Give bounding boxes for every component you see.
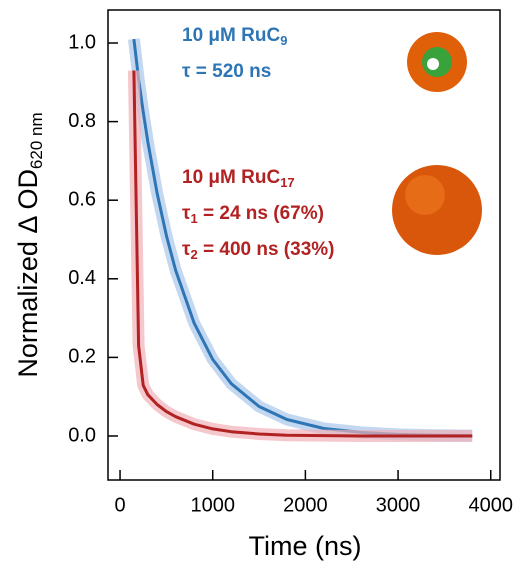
y-tick-label: 0.8 <box>68 110 96 132</box>
y-axis-title: Normalized Δ OD620 nm <box>13 112 46 377</box>
nanoparticle-small <box>407 32 467 92</box>
annotation-text: 10 μM RuC <box>182 167 280 188</box>
annotation-sub: 2 <box>190 247 197 262</box>
x-tick-label: 0 <box>114 494 125 516</box>
y-tick-label: 0.6 <box>68 188 96 210</box>
annotation: 10 μM RuC17 <box>182 167 295 190</box>
annotation: τ = 520 ns <box>182 61 271 82</box>
y-axis-title-sub: 620 nm <box>27 112 46 169</box>
plot-frame <box>107 9 501 481</box>
series-line <box>132 70 473 438</box>
annotation-sub: 1 <box>190 211 197 226</box>
y-tick-label: 0.0 <box>68 424 96 446</box>
x-tick-label: 3000 <box>376 494 421 516</box>
x-axis-title: Time (ns) <box>249 531 362 561</box>
annotation-text: 10 μM RuC <box>182 25 280 46</box>
nanoparticle-large <box>392 165 482 255</box>
annotation-text: τ = 520 ns <box>182 61 271 82</box>
annotation: τ2 = 400 ns (33%) <box>182 239 335 262</box>
annotation: 10 μM RuC9 <box>182 25 287 48</box>
x-tick-label: 1000 <box>190 494 235 516</box>
y-tick-label: 0.4 <box>68 267 96 289</box>
annotation-text: = 24 ns (67%) <box>198 203 324 224</box>
y-tick-label: 1.0 <box>68 31 96 53</box>
x-tick-label: 2000 <box>283 494 328 516</box>
annotation: τ1 = 24 ns (67%) <box>182 203 324 226</box>
annotation-text: τ <box>182 239 191 260</box>
x-tick-label: 4000 <box>468 494 513 516</box>
annotation-sub: 9 <box>280 33 287 48</box>
y-axis-title-main: Normalized Δ OD <box>13 169 43 378</box>
annotation-text: τ <box>182 203 191 224</box>
annotation-sub: 17 <box>280 175 294 190</box>
annotation-text: = 400 ns (33%) <box>198 239 335 260</box>
y-tick-label: 0.2 <box>68 346 96 368</box>
